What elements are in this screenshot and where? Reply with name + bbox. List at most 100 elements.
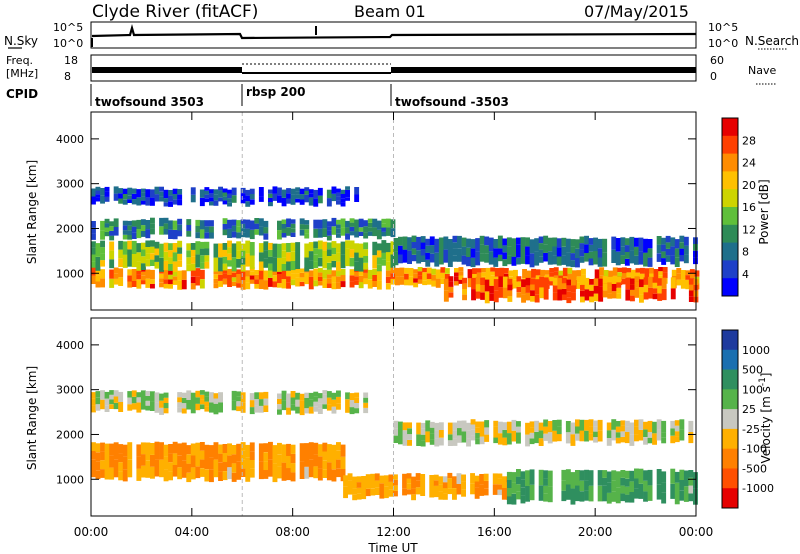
heatmap-cell-0-5 (648, 276, 653, 288)
heatmap-cell-1-0 (218, 462, 223, 472)
heatmap-cell-1-0 (336, 442, 341, 451)
heatmap-cell-0-0 (631, 269, 636, 280)
heatmap-cell-0-0 (408, 268, 414, 277)
heatmap-cell-1-0 (100, 460, 105, 469)
heatmap-cell-1-4 (502, 429, 508, 438)
heatmap-cell-0-0 (680, 270, 686, 280)
heatmap-cell-0-2 (209, 226, 214, 233)
power-colorbar-label: Power [dB] (757, 179, 771, 244)
heatmap-cell-1-1 (388, 474, 394, 482)
heatmap-cell-0-1 (168, 257, 173, 264)
heatmap-cell-0-3 (204, 194, 210, 199)
heatmap-cell-1-3 (349, 400, 355, 408)
heatmap-cell-0-3 (100, 188, 105, 196)
heatmap-cell-0-1 (331, 254, 337, 261)
heatmap-cell-1-0 (163, 469, 169, 482)
heatmap-cell-1-3 (322, 399, 328, 405)
heatmap-cell-0-1 (372, 255, 378, 269)
heatmap-cell-0-0 (535, 275, 541, 282)
heatmap-cell-1-0 (154, 441, 160, 460)
heatmap-cell-0-0 (454, 281, 459, 286)
heatmap-cell-0-3 (127, 199, 133, 203)
heatmap-cell-0-0 (685, 275, 691, 280)
heatmap-cell-1-0 (186, 445, 192, 455)
heatmap-cell-1-4 (484, 434, 490, 442)
heatmap-cell-1-1 (343, 475, 348, 487)
heatmap-cell-0-4 (398, 245, 403, 255)
heatmap-cell-1-2 (643, 480, 648, 492)
power-colorbar-tick-5: 8 (742, 246, 749, 259)
heatmap-cell-0-1 (168, 250, 173, 257)
heatmap-cell-1-3 (345, 392, 350, 400)
heatmap-cell-0-3 (95, 194, 101, 198)
heatmap-cell-1-4 (620, 425, 626, 432)
heatmap-cell-0-3 (104, 186, 110, 192)
heatmap-cell-1-3 (326, 397, 332, 405)
heatmap-cell-0-2 (290, 219, 296, 224)
heatmap-cell-0-1 (100, 253, 105, 261)
heatmap-cell-1-0 (222, 444, 228, 453)
heatmap-cell-0-4 (579, 249, 585, 257)
heatmap-cell-0-0 (349, 269, 355, 276)
heatmap-cell-0-0 (290, 273, 296, 280)
heatmap-cell-1-3 (91, 398, 96, 406)
heatmap-cell-1-0 (104, 461, 110, 480)
heatmap-cell-0-0 (313, 280, 319, 287)
heatmap-cell-1-0 (140, 442, 146, 455)
heatmap-cell-0-0 (676, 273, 682, 280)
heatmap-cell-1-4 (407, 440, 412, 446)
heatmap-cell-0-2 (313, 219, 319, 229)
heatmap-cell-1-4 (393, 420, 399, 429)
heatmap-cell-1-0 (190, 443, 196, 456)
heatmap-cell-1-4 (529, 421, 535, 428)
heatmap-cell-0-5 (507, 290, 513, 297)
heatmap-cell-1-4 (688, 432, 694, 444)
heatmap-cell-1-0 (140, 454, 146, 466)
heatmap-cell-0-5 (525, 292, 531, 301)
heatmap-cell-0-2 (299, 229, 305, 236)
heatmap-cell-1-3 (258, 392, 264, 400)
heatmap-cell-0-4 (407, 250, 412, 264)
heatmap-cell-0-1 (122, 254, 128, 268)
ytick-label-3: 4000 (56, 339, 84, 352)
heatmap-cell-0-3 (213, 189, 219, 195)
heatmap-cell-0-4 (661, 237, 667, 245)
heatmap-cell-1-4 (493, 426, 499, 432)
heatmap-cell-1-3 (181, 408, 187, 414)
freq-axis-bottom: 8 (64, 70, 71, 83)
heatmap-cell-0-2 (326, 226, 332, 231)
heatmap-cell-0-1 (349, 249, 355, 258)
heatmap-cell-1-0 (263, 461, 269, 470)
heatmap-cell-0-0 (127, 275, 133, 282)
heatmap-cell-0-4 (452, 255, 458, 262)
heatmap-cell-0-0 (322, 278, 328, 288)
heatmap-cell-0-0 (649, 267, 654, 274)
heatmap-cell-0-1 (204, 248, 210, 256)
heatmap-cell-0-1 (363, 256, 369, 263)
heatmap-cell-0-1 (204, 241, 210, 249)
heatmap-cell-0-5 (521, 279, 526, 288)
heatmap-cell-0-5 (625, 289, 631, 301)
heatmap-cell-0-3 (227, 198, 232, 203)
heatmap-cell-1-2 (579, 480, 585, 492)
heatmap-cell-0-0 (349, 281, 355, 288)
heatmap-cell-0-5 (475, 284, 481, 292)
heatmap-cell-0-1 (195, 241, 201, 255)
heatmap-cell-1-4 (624, 426, 630, 432)
heatmap-cell-0-2 (109, 235, 115, 241)
xtick-label-0: 00:00 (74, 525, 109, 539)
heatmap-cell-0-1 (281, 257, 287, 264)
heatmap-cell-0-2 (367, 231, 373, 236)
power-colorbar-tick-0: 28 (742, 134, 756, 147)
heatmap-cell-0-2 (326, 235, 332, 241)
heatmap-cell-0-0 (150, 279, 155, 284)
heatmap-cell-1-4 (475, 427, 481, 433)
heatmap-cell-0-0 (340, 275, 346, 281)
heatmap-cell-1-3 (322, 404, 328, 409)
heatmap-cell-0-5 (462, 289, 467, 295)
heatmap-cell-0-2 (127, 230, 133, 235)
heatmap-cell-1-3 (254, 399, 260, 406)
heatmap-cell-0-1 (140, 263, 146, 270)
heatmap-cell-0-5 (616, 287, 622, 294)
heatmap-cell-1-1 (442, 493, 448, 500)
